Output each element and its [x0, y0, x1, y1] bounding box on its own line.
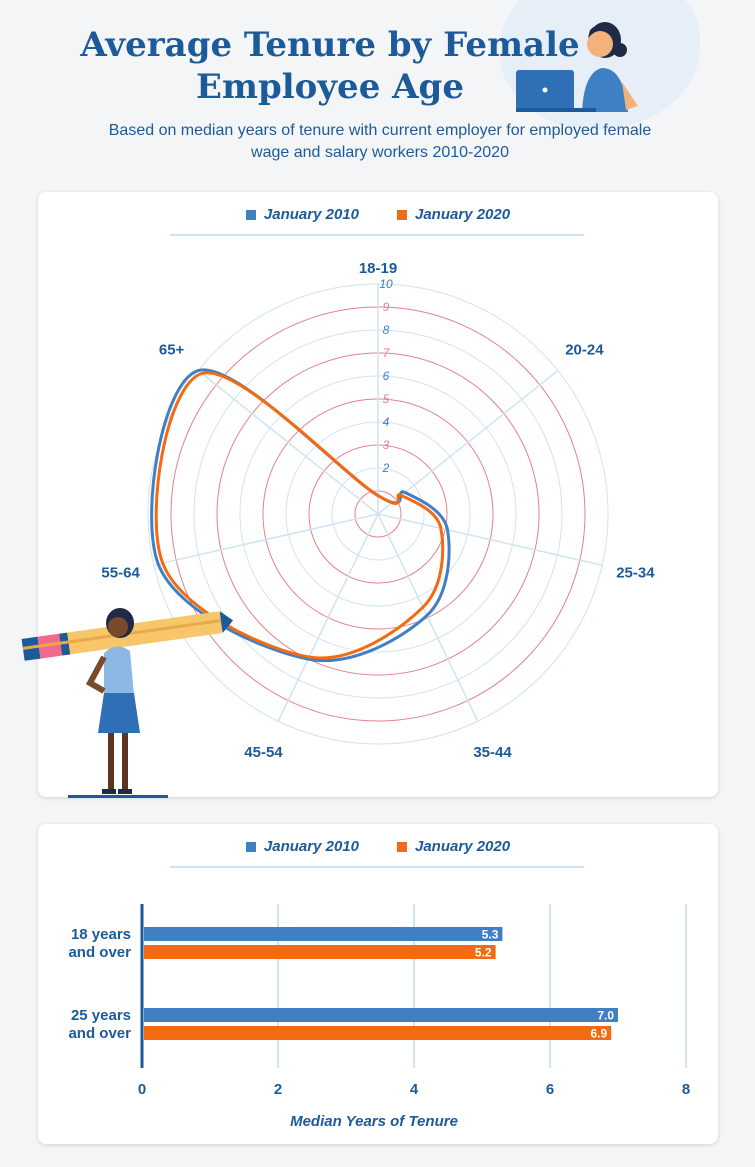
radar-category-label: 55-64: [101, 565, 140, 582]
radar-spoke: [153, 513, 379, 566]
radar-tick-label: 10: [379, 277, 393, 291]
bar-category-label: 25 years: [71, 1007, 131, 1024]
legend-item-2010: January 2010: [245, 838, 359, 855]
bar-tick-label: 2: [274, 1081, 282, 1098]
radar-spoke: [377, 513, 479, 722]
legend-label-2020: January 2020: [415, 206, 511, 223]
radar-tick-label: 3: [383, 438, 390, 452]
legend-label-2020: January 2020: [415, 838, 511, 855]
legend-label-2010: January 2010: [263, 206, 359, 223]
legend-item-2010: January 2010: [245, 206, 359, 223]
bar-chart-card: January 2010 January 2020 0 2 4 6 8 Median Ye…: [38, 824, 718, 1144]
radar-spoke: [377, 513, 603, 566]
radar-tick-label: 8: [383, 323, 390, 337]
radar-category-label: 18-19: [359, 260, 397, 277]
page-title: Average Tenure by Female Employee Age: [80, 25, 580, 107]
legend-swatch-2010: [245, 841, 256, 852]
bar-value-label: 7.0: [597, 1009, 614, 1023]
radar-category-label: 25-34: [616, 565, 655, 582]
radar-spoke: [377, 370, 559, 515]
radar-tick-label: 7: [383, 346, 391, 360]
bar-category-label: 18 years: [71, 926, 131, 943]
radar-series-2020: [154, 371, 445, 660]
legend-label-2010: January 2010: [263, 838, 359, 855]
legend-swatch-2020: [397, 841, 407, 852]
bar-x-axis-title: Median Years of Tenure: [290, 1113, 458, 1130]
radar-tick-label: 9: [383, 300, 390, 314]
radar-chart-card: January 2010 January 2020 2 3 4 5 6 7 8 9 10 18-1…: [38, 192, 718, 797]
radar-series-2010: [150, 368, 451, 662]
bar-legend: January 2010 January 2020: [38, 838, 718, 855]
bar-category-label: and over: [68, 944, 131, 961]
radar-legend: January 2010 January 2020: [38, 206, 718, 223]
bar-2020: [144, 945, 496, 959]
bar-2010: [144, 1008, 618, 1022]
bar-2010: [144, 927, 503, 941]
bar-value-label: 5.2: [475, 946, 492, 960]
legend-item-2020: January 2020: [397, 206, 510, 223]
legend-swatch-2020: [397, 209, 407, 220]
woman-at-laptop-illustration: [516, 22, 638, 112]
radar-spoke: [197, 370, 379, 515]
radar-tick-label: 2: [382, 461, 390, 475]
radar-category-label: 65+: [159, 341, 185, 358]
radar-tick-label: 6: [383, 369, 390, 383]
radar-category-label: 45-54: [244, 744, 283, 761]
legend-item-2020: January 2020: [397, 838, 510, 855]
bar-tick-label: 0: [138, 1081, 146, 1098]
woman-with-pencil-illustration: [21, 608, 234, 798]
legend-divider: [170, 866, 584, 868]
bar-tick-label: 8: [682, 1081, 690, 1098]
page-subtitle: Based on median years of tenure with cur…: [108, 122, 652, 161]
bar-tick-label: 4: [410, 1081, 419, 1098]
bar-category-label: and over: [68, 1025, 131, 1042]
radar-tick-label: 5: [383, 392, 390, 406]
legend-swatch-2010: [245, 209, 256, 220]
bar-value-label: 6.9: [591, 1027, 608, 1041]
radar-tick-label: 4: [383, 415, 390, 429]
radar-category-label: 35-44: [473, 744, 512, 761]
bar-value-label: 5.3: [482, 928, 499, 942]
radar-category-label: 20-24: [565, 341, 604, 358]
bar-2020: [144, 1026, 612, 1040]
bar-tick-label: 6: [546, 1081, 554, 1098]
legend-divider: [170, 234, 584, 236]
radar-spoke: [277, 513, 379, 722]
